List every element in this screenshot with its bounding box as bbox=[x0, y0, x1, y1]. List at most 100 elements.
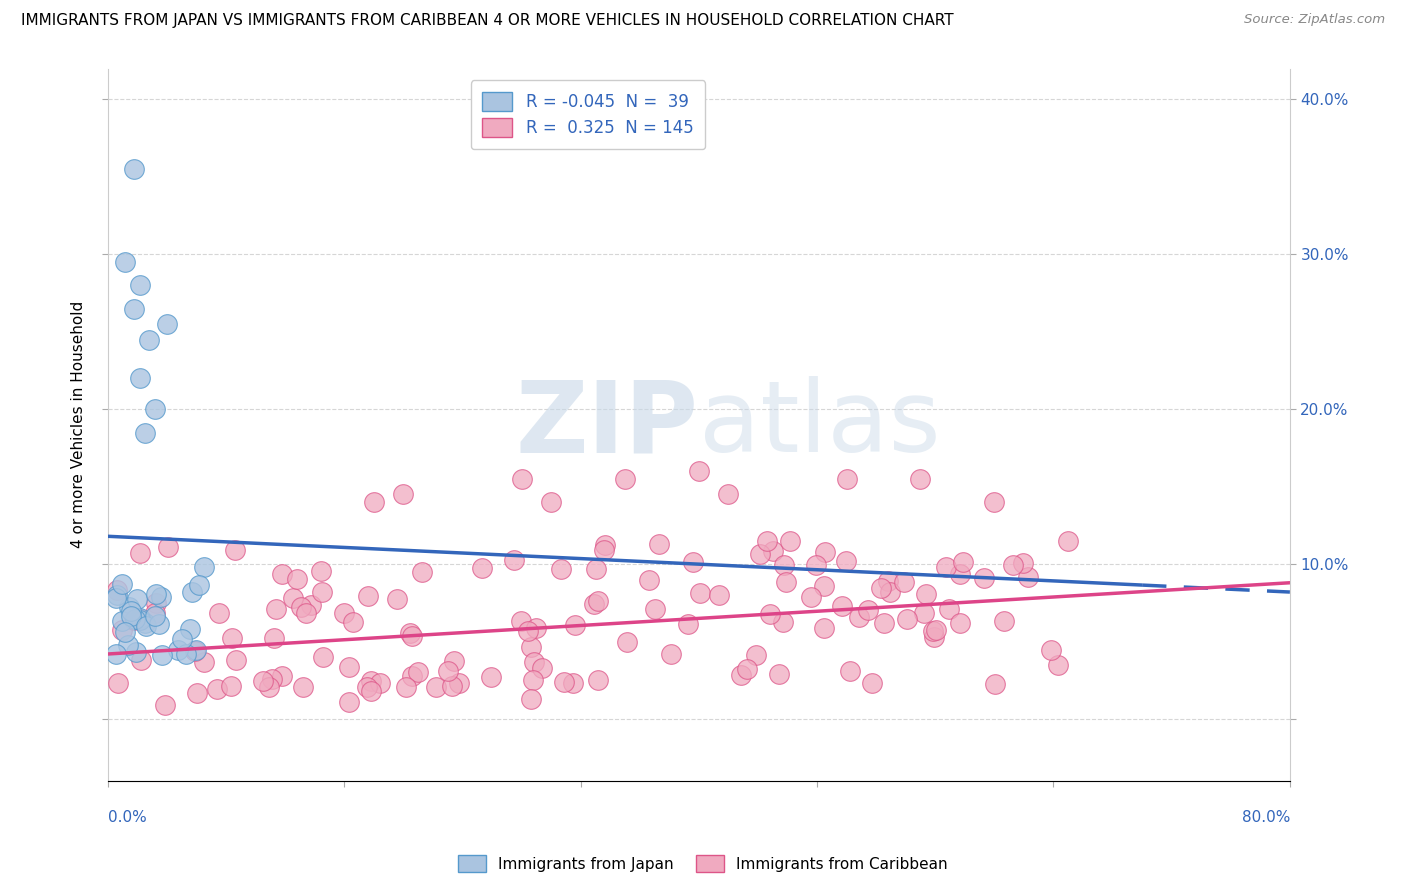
Point bbox=[271, 669, 294, 683]
Point bbox=[856, 602, 879, 616]
Point bbox=[922, 624, 945, 638]
Point bbox=[561, 676, 583, 690]
Point bbox=[744, 648, 766, 662]
Point bbox=[332, 606, 354, 620]
Point bbox=[170, 632, 193, 646]
Point bbox=[993, 615, 1015, 629]
Point bbox=[149, 591, 172, 605]
Point bbox=[869, 581, 891, 595]
Point bbox=[187, 578, 209, 592]
Point bbox=[360, 673, 382, 688]
Point bbox=[564, 617, 586, 632]
Point bbox=[370, 675, 392, 690]
Point bbox=[224, 543, 246, 558]
Point bbox=[311, 564, 333, 578]
Point bbox=[208, 606, 231, 620]
Point bbox=[264, 601, 287, 615]
Point bbox=[447, 676, 470, 690]
Point bbox=[312, 649, 335, 664]
Point bbox=[193, 655, 215, 669]
Point bbox=[114, 255, 136, 269]
Point bbox=[879, 585, 901, 599]
Point bbox=[582, 597, 605, 611]
Point bbox=[401, 669, 423, 683]
Point bbox=[949, 616, 972, 631]
Point bbox=[860, 676, 883, 690]
Point bbox=[105, 588, 128, 602]
Point bbox=[138, 333, 160, 347]
Point bbox=[392, 487, 415, 501]
Point bbox=[425, 680, 447, 694]
Point bbox=[337, 695, 360, 709]
Point bbox=[145, 606, 167, 620]
Point bbox=[395, 681, 418, 695]
Y-axis label: 4 or more Vehicles in Household: 4 or more Vehicles in Household bbox=[72, 301, 86, 549]
Point bbox=[585, 562, 607, 576]
Legend: Immigrants from Japan, Immigrants from Caribbean: Immigrants from Japan, Immigrants from C… bbox=[450, 847, 956, 880]
Point bbox=[104, 591, 127, 605]
Point bbox=[124, 162, 146, 177]
Point bbox=[406, 665, 429, 679]
Point bbox=[915, 587, 938, 601]
Point bbox=[772, 615, 794, 629]
Point bbox=[540, 495, 562, 509]
Point bbox=[877, 574, 900, 589]
Text: 80.0%: 80.0% bbox=[1241, 810, 1289, 824]
Point bbox=[1040, 642, 1063, 657]
Point bbox=[129, 612, 152, 626]
Point bbox=[156, 317, 179, 331]
Point bbox=[342, 615, 364, 629]
Point bbox=[143, 402, 166, 417]
Point bbox=[800, 591, 823, 605]
Point bbox=[145, 586, 167, 600]
Point bbox=[356, 681, 378, 695]
Point bbox=[523, 655, 546, 669]
Point bbox=[935, 559, 957, 574]
Point bbox=[111, 576, 134, 591]
Point bbox=[121, 604, 143, 618]
Point bbox=[682, 555, 704, 569]
Point bbox=[294, 606, 316, 620]
Point bbox=[129, 611, 152, 625]
Point bbox=[411, 565, 433, 579]
Point bbox=[952, 555, 974, 569]
Point bbox=[762, 543, 785, 558]
Point bbox=[122, 613, 145, 627]
Point bbox=[644, 601, 666, 615]
Point bbox=[973, 571, 995, 585]
Point bbox=[124, 612, 146, 626]
Point bbox=[471, 561, 494, 575]
Point bbox=[517, 624, 540, 639]
Point bbox=[219, 679, 242, 693]
Point bbox=[301, 598, 323, 612]
Point bbox=[1046, 658, 1069, 673]
Point bbox=[503, 552, 526, 566]
Point bbox=[179, 623, 201, 637]
Point bbox=[225, 653, 247, 667]
Point bbox=[839, 664, 862, 678]
Point bbox=[292, 681, 315, 695]
Point bbox=[688, 464, 710, 478]
Point bbox=[437, 664, 460, 678]
Point bbox=[207, 681, 229, 696]
Point bbox=[773, 558, 796, 572]
Point bbox=[813, 621, 835, 635]
Point bbox=[775, 574, 797, 589]
Point bbox=[659, 648, 682, 662]
Legend: R = -0.045  N =  39, R =  0.325  N = 145: R = -0.045 N = 39, R = 0.325 N = 145 bbox=[471, 80, 706, 149]
Point bbox=[813, 579, 835, 593]
Point bbox=[221, 631, 243, 645]
Point bbox=[730, 668, 752, 682]
Point bbox=[510, 614, 533, 628]
Point bbox=[586, 594, 609, 608]
Point bbox=[709, 588, 731, 602]
Point bbox=[768, 666, 790, 681]
Point bbox=[593, 542, 616, 557]
Point bbox=[271, 566, 294, 581]
Point bbox=[135, 619, 157, 633]
Point bbox=[174, 648, 197, 662]
Point bbox=[550, 562, 572, 576]
Point bbox=[150, 648, 173, 662]
Point bbox=[356, 590, 378, 604]
Point bbox=[835, 472, 858, 486]
